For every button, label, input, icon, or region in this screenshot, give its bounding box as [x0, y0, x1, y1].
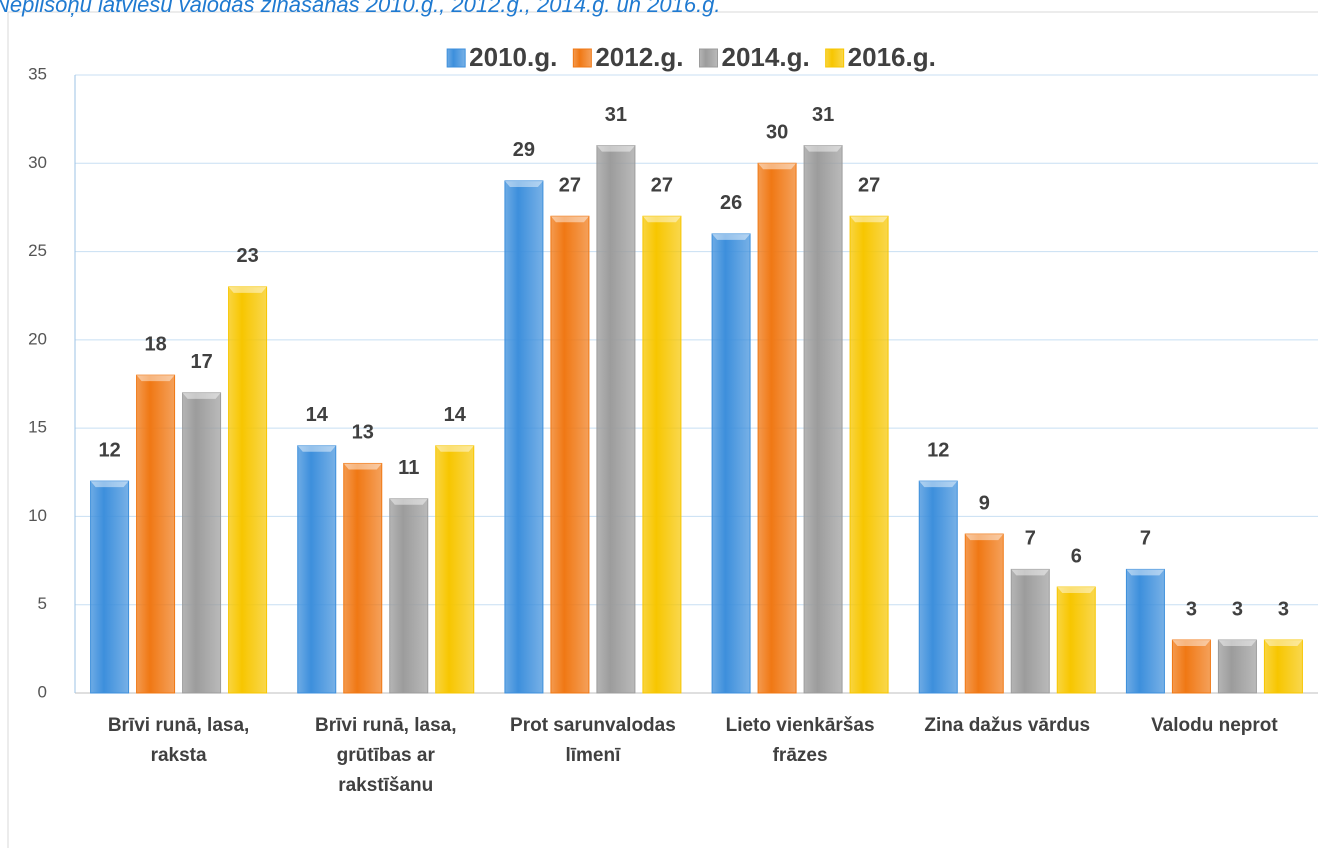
data-label: 27 [651, 175, 673, 197]
bar-bevel [389, 498, 428, 505]
x-tick-label: Brīvi runā, lasa, raksta [108, 715, 250, 766]
data-label: 23 [236, 245, 258, 267]
bar [1171, 639, 1211, 694]
data-label: 14 [306, 404, 329, 426]
bar [1010, 568, 1050, 694]
bar-bevel [1218, 640, 1257, 647]
bar [1056, 586, 1096, 694]
bar [964, 533, 1004, 694]
bar-bevel [642, 216, 681, 223]
y-tick-label: 15 [28, 418, 47, 437]
bar-bevel [965, 534, 1004, 541]
data-label: 9 [979, 492, 990, 514]
bar-bevel [504, 180, 543, 187]
x-tick-label: Brīvi runā, lasa, grūtības ar rakstīšanu [315, 715, 457, 796]
data-label: 27 [559, 175, 581, 197]
data-label: 14 [444, 404, 467, 426]
bar [918, 480, 958, 694]
bar [711, 233, 751, 694]
bar-bevel [1011, 569, 1050, 576]
bar-bevel [550, 216, 589, 223]
x-tick-label: Prot sarunvalodas līmenī [510, 715, 676, 766]
legend-label: 2012.g. [595, 42, 683, 72]
data-label: 11 [398, 457, 419, 479]
y-tick-label: 5 [38, 594, 47, 613]
data-label: 3 [1278, 598, 1289, 620]
data-label: 26 [720, 192, 742, 214]
data-label: 7 [1025, 528, 1036, 550]
bar [1263, 639, 1303, 694]
data-label: 3 [1232, 598, 1243, 620]
data-label: 18 [144, 333, 166, 355]
data-label: 12 [927, 439, 949, 461]
bar-bevel [919, 481, 958, 488]
bar [803, 145, 843, 694]
data-label: 13 [352, 422, 374, 444]
bar-bevel [297, 445, 336, 452]
data-label: 3 [1186, 598, 1197, 620]
bar [297, 445, 337, 694]
bar [1217, 639, 1257, 694]
data-label: 7 [1140, 528, 1151, 550]
bar [1125, 568, 1165, 694]
data-label: 30 [766, 122, 788, 144]
data-label: 29 [513, 139, 535, 161]
bar [182, 392, 222, 694]
legend-swatch [572, 48, 592, 68]
bar-bevel [90, 481, 129, 488]
y-tick-label: 35 [28, 64, 47, 83]
bar [504, 180, 544, 694]
data-label: 12 [98, 439, 120, 461]
legend-swatch [699, 48, 718, 68]
bar [435, 445, 475, 694]
bar-bevel [1264, 640, 1303, 647]
y-tick-label: 25 [28, 241, 47, 260]
bar-bevel [136, 375, 175, 382]
data-label: 31 [605, 104, 627, 126]
y-tick-label: 30 [28, 153, 47, 172]
bar-bevel [435, 445, 474, 452]
bar [90, 480, 130, 694]
legend-swatch [446, 48, 466, 68]
x-tick-label: Valodu neprot [1151, 715, 1278, 736]
bar-bevel [758, 163, 797, 170]
bar-bevel [1172, 640, 1211, 647]
chart-title: Nepilsoņu latviešu valodas zināšanas 201… [0, 0, 721, 17]
data-label: 27 [858, 175, 880, 197]
y-tick-label: 20 [28, 329, 47, 348]
x-tick-label: Zina dažus vārdus [924, 715, 1090, 736]
bar-bevel [182, 392, 221, 399]
y-tick-label: 10 [28, 506, 47, 525]
legend: 2010.g. 2012.g. 2014.g. 2016.g. [446, 42, 936, 72]
x-tick-label: Lieto vienkāršas frāzes [726, 715, 875, 766]
y-tick-label: 0 [38, 682, 47, 701]
bar [849, 215, 889, 694]
bar-bevel [850, 216, 889, 223]
bar [550, 215, 590, 694]
legend-label: 2010.g. [469, 42, 557, 72]
legend-label: 2016.g. [848, 42, 936, 72]
bar-bevel [1126, 569, 1165, 576]
bar-bevel [343, 463, 382, 470]
bar-bevel [1057, 587, 1096, 594]
legend-swatch [825, 48, 845, 68]
data-label: 6 [1071, 545, 1082, 567]
bar-bevel [712, 233, 751, 240]
bar [343, 462, 383, 694]
bar-bevel [804, 145, 843, 152]
bar-bevel [596, 145, 635, 152]
bar [389, 498, 429, 694]
data-label: 31 [812, 104, 834, 126]
legend-label: 2014.g. [722, 42, 810, 72]
bar-bevel [228, 286, 267, 293]
bar [228, 286, 268, 694]
bar [596, 145, 636, 694]
bar [642, 215, 682, 694]
bar [757, 162, 797, 694]
data-label: 17 [190, 351, 212, 373]
bar [136, 374, 176, 694]
